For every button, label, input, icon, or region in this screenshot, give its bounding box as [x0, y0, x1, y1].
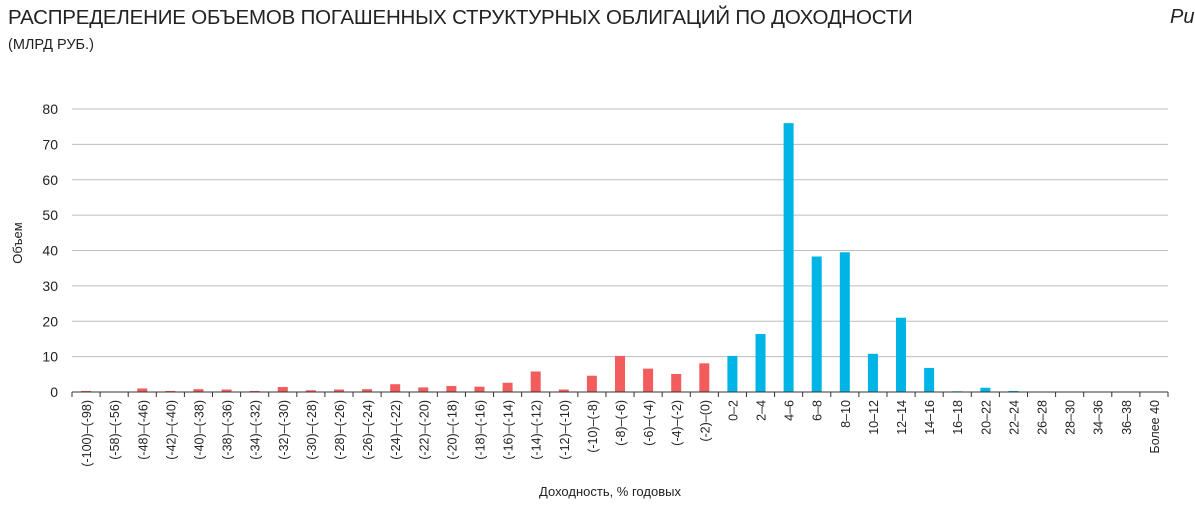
bar — [362, 389, 373, 392]
bar — [699, 363, 710, 392]
bar — [221, 389, 232, 392]
x-tick-label: (-14)–(-12) — [530, 400, 544, 460]
bar — [530, 371, 541, 392]
bar — [502, 382, 513, 392]
x-tick-label: (-18)–(-16) — [473, 400, 487, 460]
y-tick-label: 40 — [42, 243, 58, 259]
y-tick-label: 10 — [42, 349, 58, 365]
y-tick-label: 50 — [42, 207, 58, 223]
bar — [390, 384, 401, 392]
bar — [924, 367, 935, 392]
bar — [165, 390, 176, 392]
bar — [755, 333, 766, 392]
bar — [249, 390, 260, 392]
bar — [896, 317, 907, 392]
x-tick-label: Более 40 — [1148, 400, 1162, 454]
x-tick-label: (-32)–(-30) — [277, 400, 291, 460]
x-tick-label: 16–18 — [951, 400, 965, 435]
x-tick-label: 26–28 — [1036, 400, 1050, 435]
bar — [333, 389, 344, 392]
chart-subtitle: (МЛРД РУБ.) — [8, 37, 94, 53]
figure-label: Рис — [1170, 6, 1195, 28]
bar — [558, 389, 569, 392]
y-tick-label: 0 — [50, 384, 58, 400]
bar — [783, 123, 794, 393]
x-tick-label: (-28)–(-26) — [333, 400, 347, 460]
y-tick-label: 60 — [42, 172, 58, 188]
x-tick-label: (-38)–(-36) — [221, 400, 235, 460]
x-tick-label: (-30)–(-28) — [305, 400, 319, 460]
x-tick-label: 0–2 — [726, 400, 740, 421]
x-tick-label: (-4)–(-2) — [670, 400, 684, 446]
bar — [586, 375, 597, 392]
x-tick-label: (-40)–(-38) — [192, 400, 206, 460]
bar — [193, 389, 204, 392]
x-tick-label: 28–30 — [1064, 400, 1078, 435]
x-tick-label: (-100)–(-98) — [80, 400, 94, 467]
y-tick-label: 70 — [42, 136, 58, 152]
x-tick-label: 20–22 — [979, 400, 993, 435]
bar — [81, 390, 92, 392]
x-tick-label: (-16)–(-14) — [502, 400, 516, 460]
bar — [137, 388, 148, 392]
bar — [839, 252, 850, 392]
x-tick-label: (-42)–(-40) — [164, 400, 178, 460]
y-axis-ticks: 0 10 20 30 40 50 60 70 80 — [42, 101, 58, 400]
bar — [305, 390, 316, 392]
x-tick-label: (-10)–(-8) — [586, 400, 600, 453]
x-tick-label: 22–24 — [1007, 400, 1021, 435]
bar — [811, 256, 822, 392]
x-tick-label: 10–12 — [867, 400, 881, 435]
gridlines — [72, 108, 1168, 358]
x-axis-ticks: (-100)–(-98) (-58)–(-56) (-48)–(-46) (-42)–… — [71, 392, 1169, 467]
y-tick-label: 80 — [42, 101, 58, 117]
y-axis-label: Объем — [10, 222, 25, 263]
x-tick-label: 12–14 — [895, 400, 909, 435]
bar — [867, 353, 878, 392]
bar — [643, 368, 654, 392]
bar — [446, 385, 457, 392]
x-tick-label: (-34)–(-32) — [249, 400, 263, 460]
bar — [277, 387, 288, 392]
x-tick-label: 2–4 — [755, 400, 769, 421]
chart-title: РАСПРЕДЕЛЕНИЕ ОБЪЕМОВ ПОГАШЕННЫХ СТРУКТУ… — [8, 6, 913, 29]
y-tick-label: 30 — [42, 278, 58, 294]
x-tick-label: (-22)–(-20) — [417, 400, 431, 460]
x-tick-label: 36–38 — [1120, 400, 1134, 435]
bars — [81, 123, 1159, 393]
x-tick-label: (-24)–(-22) — [389, 400, 403, 460]
x-tick-label: (-58)–(-56) — [108, 400, 122, 460]
bar — [727, 355, 738, 392]
bar — [418, 387, 429, 392]
x-tick-label: (-6)–(-4) — [642, 400, 656, 446]
x-tick-label: (-12)–(-10) — [558, 400, 572, 460]
x-tick-label: (-8)–(-6) — [614, 400, 628, 446]
x-tick-label: (-20)–(-18) — [445, 400, 459, 460]
x-tick-label: 8–10 — [839, 400, 853, 428]
bar — [615, 355, 625, 392]
bar — [474, 386, 485, 392]
x-tick-label: 34–36 — [1092, 400, 1106, 435]
x-tick-label: (-26)–(-24) — [361, 400, 375, 460]
x-tick-label: 4–6 — [783, 400, 797, 421]
x-tick-label: 14–16 — [923, 400, 937, 435]
bar — [1008, 390, 1019, 392]
x-tick-label: 6–8 — [811, 400, 825, 421]
y-tick-label: 20 — [42, 313, 58, 329]
x-axis-label: Доходность, % годовых — [539, 484, 681, 499]
bar — [671, 373, 682, 392]
bar — [980, 387, 991, 392]
x-tick-label: (-48)–(-46) — [136, 400, 150, 460]
x-tick-label: (-2)–(0) — [698, 400, 712, 442]
